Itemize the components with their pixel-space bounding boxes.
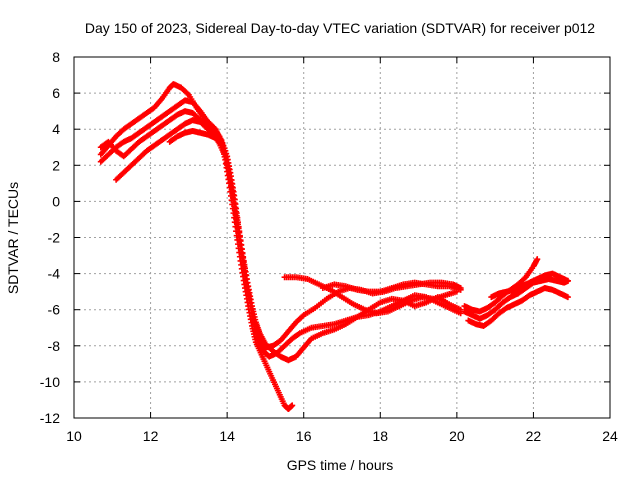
- data-point: [289, 402, 296, 409]
- series-track-5: [166, 128, 225, 147]
- series-track-6: [281, 274, 460, 317]
- series-track-2: [97, 97, 296, 412]
- x-tick-label: 14: [219, 428, 235, 444]
- y-tick-label: 8: [52, 49, 60, 65]
- y-tick-label: -4: [48, 266, 61, 282]
- y-axis-label: SDTVAR / TECUs: [5, 182, 21, 294]
- data-point: [218, 140, 225, 147]
- y-tick-label: 4: [52, 121, 60, 137]
- data-point: [534, 256, 541, 263]
- y-tick-label: -2: [48, 230, 61, 246]
- x-tick-label: 12: [143, 428, 159, 444]
- data-points: [97, 81, 571, 412]
- data-point: [217, 139, 224, 146]
- data-point: [457, 310, 464, 317]
- x-tick-label: 16: [296, 428, 312, 444]
- data-point: [564, 277, 571, 284]
- x-axis-label: GPS time / hours: [287, 457, 394, 473]
- series-track-4: [113, 117, 464, 351]
- x-tick-label: 22: [526, 428, 542, 444]
- y-tick-label: -12: [40, 410, 60, 426]
- y-tick-label: 2: [52, 157, 60, 173]
- y-tick-label: -6: [48, 302, 61, 318]
- y-tick-label: 0: [52, 193, 60, 209]
- x-tick-label: 24: [602, 428, 618, 444]
- plot-frame: [73, 56, 611, 419]
- x-tick-label: 20: [449, 428, 465, 444]
- series-track-9: [465, 285, 571, 329]
- data-point: [457, 286, 464, 293]
- series-track-7: [319, 279, 464, 295]
- grid-lines: [73, 56, 611, 419]
- x-tick-label: 18: [372, 428, 388, 444]
- y-tick-label: -10: [40, 374, 60, 390]
- y-tick-label: -8: [48, 338, 61, 354]
- data-point: [564, 294, 571, 301]
- series-track-11: [488, 270, 571, 301]
- chart-title: Day 150 of 2023, Sidereal Day-to-day VTE…: [85, 20, 595, 36]
- x-tick-label: 10: [66, 428, 82, 444]
- y-tick-label: 6: [52, 85, 60, 101]
